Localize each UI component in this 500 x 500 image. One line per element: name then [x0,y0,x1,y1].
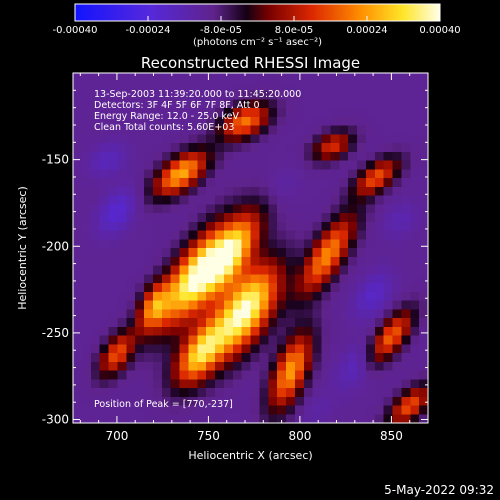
y-tick-label: -300 [42,413,69,427]
info-line: 13-Sep-2003 11:39:20.000 to 11:45:20.000 [94,89,301,100]
colorbar-tick-label: 0.00024 [346,25,387,36]
x-tick-label: 700 [105,429,128,443]
colorbar-tick-label: -0.00024 [126,25,171,36]
colorbar-tick-label: 0.00040 [419,25,460,36]
chart-title: Reconstructed RHESSI Image [141,54,360,72]
x-tick-label: 800 [288,429,311,443]
colorbar-tick-label: -0.00040 [53,25,98,36]
y-axis-label: Heliocentric Y (arcsec) [16,186,29,310]
heatmap-image [73,73,428,423]
footer-date: 5-May-2022 09:32 [384,483,494,497]
info-annotation: 13-Sep-2003 11:39:20.000 to 11:45:20.000… [94,89,301,133]
x-axis-label: Heliocentric X (arcsec) [188,449,312,462]
colorbar: -0.00040 -0.00024 -8.0e-05 8.0e-05 0.00024 0.… [53,3,461,48]
y-tick-label: -200 [42,239,69,253]
info-line: Clean Total counts: 5.60E+03 [94,122,234,133]
plot-frame [72,72,429,424]
y-tick-label: -250 [42,326,69,340]
colorbar-unit-label: (photons cm⁻² s⁻¹ asec⁻²) [193,37,322,48]
axis-ticks: 700 750 800 850 -150 -200 -250 -300 [42,72,429,443]
info-line: Detectors: 3F 4F 5F 6F 7F 8F, Att 0 [94,100,260,111]
colorbar-frame [74,3,441,22]
colorbar-tick-label: -8.0e-05 [200,25,242,36]
y-tick-label: -150 [42,153,69,167]
x-tick-label: 750 [197,429,220,443]
colorbar-gradient [75,4,440,21]
info-line: Energy Range: 12.0 - 25.0 keV [94,111,239,122]
peak-position-label: Position of Peak = [770,-237] [94,399,233,410]
plot-area: 700 750 800 850 -150 -200 -250 -300 13-Sep-2003… [42,72,429,443]
x-tick-label: 850 [380,429,403,443]
colorbar-tick-label: 8.0e-05 [275,25,313,36]
colorbar-ticks: -0.00040 -0.00024 -8.0e-05 8.0e-05 0.00024 0.… [53,16,461,36]
